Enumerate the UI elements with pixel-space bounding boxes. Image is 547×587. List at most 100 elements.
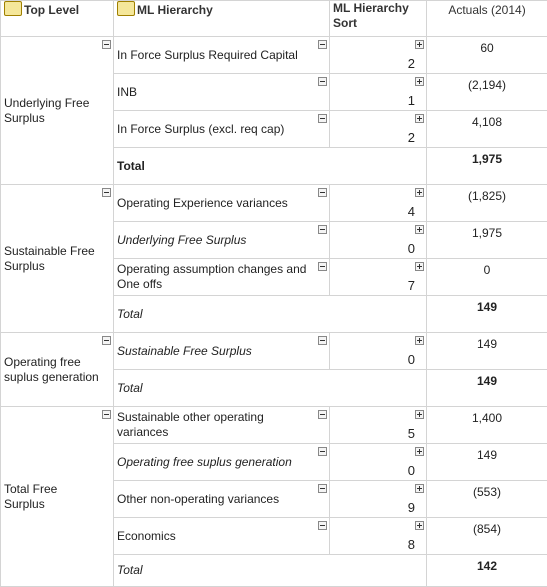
page: Top Level ML Hierarchy ML Hierarchy Sort… xyxy=(0,0,547,524)
header-row: Top Level ML Hierarchy ML Hierarchy Sort… xyxy=(1,1,547,37)
group-cell: Sustainable Free Surplus xyxy=(1,185,114,333)
field-icon[interactable] xyxy=(4,1,22,16)
collapse-button[interactable] xyxy=(102,188,111,197)
cell-text: Other non-operating variances xyxy=(117,492,279,506)
group-cell: Underlying Free Surplus xyxy=(1,37,114,185)
expand-button[interactable] xyxy=(415,410,424,419)
collapse-button[interactable] xyxy=(318,410,327,419)
value-cell: (553) xyxy=(427,481,547,518)
cell-text: 5 xyxy=(408,426,415,441)
total-label: Total xyxy=(114,555,427,587)
cell-text: Operating Experience variances xyxy=(117,196,288,210)
value-cell: 4,108 xyxy=(427,111,547,148)
expand-button[interactable] xyxy=(415,336,424,345)
total-value: 142 xyxy=(427,555,547,587)
collapse-button[interactable] xyxy=(102,336,111,345)
expand-button[interactable] xyxy=(415,77,424,86)
cell-text: 0 xyxy=(408,241,415,256)
group-cell: Total Free Surplus xyxy=(1,407,114,587)
header-text: Top Level xyxy=(24,3,79,17)
group-cell: Operating free suplus generation xyxy=(1,333,114,407)
cell-text: 8 xyxy=(408,537,415,552)
name-cell: Sustainable other operating variances xyxy=(114,407,330,444)
total-label: Total xyxy=(114,370,427,407)
header-cell[interactable]: ML Hierarchy Sort xyxy=(330,1,427,37)
cell-text: In Force Surplus Required Capital xyxy=(117,48,298,62)
header-text: Actuals (2014) xyxy=(448,3,525,17)
collapse-button[interactable] xyxy=(318,447,327,456)
collapse-button[interactable] xyxy=(318,336,327,345)
sort-cell: 8 xyxy=(330,518,427,555)
cell-text: 2 xyxy=(408,56,415,71)
total-value: 1,975 xyxy=(427,148,547,185)
cell-text: Sustainable Free Surplus xyxy=(117,344,252,358)
collapse-button[interactable] xyxy=(318,521,327,530)
collapse-button[interactable] xyxy=(318,188,327,197)
collapse-button[interactable] xyxy=(318,114,327,123)
header-cell[interactable]: Top Level xyxy=(1,1,114,37)
expand-button[interactable] xyxy=(415,521,424,530)
name-cell: Operating Experience variances xyxy=(114,185,330,222)
expand-button[interactable] xyxy=(415,447,424,456)
collapse-button[interactable] xyxy=(102,40,111,49)
cell-text: 1 xyxy=(408,93,415,108)
name-cell: Underlying Free Surplus xyxy=(114,222,330,259)
expand-button[interactable] xyxy=(415,262,424,271)
collapse-button[interactable] xyxy=(318,77,327,86)
expand-button[interactable] xyxy=(415,225,424,234)
cell-text: Economics xyxy=(117,529,176,543)
cell-text: 149 xyxy=(477,337,497,351)
sort-cell: 2 xyxy=(330,37,427,74)
sort-cell: 1 xyxy=(330,74,427,111)
cell-text: 9 xyxy=(408,500,415,515)
collapse-button[interactable] xyxy=(318,40,327,49)
collapse-button[interactable] xyxy=(318,225,327,234)
cell-text: (854) xyxy=(473,522,501,536)
cell-text: 0 xyxy=(408,352,415,367)
name-cell: In Force Surplus Required Capital xyxy=(114,37,330,74)
cell-text: 1,975 xyxy=(472,152,502,166)
expand-button[interactable] xyxy=(415,40,424,49)
cell-text: (2,194) xyxy=(468,78,506,92)
collapse-button[interactable] xyxy=(318,262,327,271)
cell-text: (1,825) xyxy=(468,189,506,203)
cell-text: 142 xyxy=(477,559,497,573)
cell-text: 149 xyxy=(477,448,497,462)
name-cell: Operating free suplus generation xyxy=(114,444,330,481)
cell-text: 149 xyxy=(477,300,497,314)
cell-text: 1,400 xyxy=(472,411,502,425)
cell-text: Operating free suplus generation xyxy=(4,355,99,384)
collapse-button[interactable] xyxy=(102,410,111,419)
cell-text: Underlying Free Surplus xyxy=(4,96,89,125)
name-cell: INB xyxy=(114,74,330,111)
collapse-button[interactable] xyxy=(318,484,327,493)
cell-text: 4 xyxy=(408,204,415,219)
cell-text: 4,108 xyxy=(472,115,502,129)
total-label: Total xyxy=(114,148,427,185)
value-cell: 149 xyxy=(427,333,547,370)
header-cell[interactable]: Actuals (2014) xyxy=(427,1,547,37)
total-label: Total xyxy=(114,296,427,333)
expand-button[interactable] xyxy=(415,188,424,197)
cell-text: 2 xyxy=(408,130,415,145)
name-cell: In Force Surplus (excl. req cap) xyxy=(114,111,330,148)
cell-text: 7 xyxy=(408,278,415,293)
expand-button[interactable] xyxy=(415,484,424,493)
value-cell: 60 xyxy=(427,37,547,74)
sort-cell: 7 xyxy=(330,259,427,296)
field-icon[interactable] xyxy=(117,1,135,16)
cell-text: Total xyxy=(117,563,143,577)
name-cell: Operating assumption changes and One off… xyxy=(114,259,330,296)
header-text: ML Hierarchy xyxy=(137,3,213,17)
expand-button[interactable] xyxy=(415,114,424,123)
sort-cell: 0 xyxy=(330,222,427,259)
cell-text: 0 xyxy=(408,463,415,478)
cell-text: In Force Surplus (excl. req cap) xyxy=(117,122,284,136)
cell-text: Sustainable other operating variances xyxy=(117,410,264,439)
header-cell[interactable]: ML Hierarchy xyxy=(114,1,330,37)
cell-text: Operating assumption changes and One off… xyxy=(117,262,306,291)
sort-cell: 4 xyxy=(330,185,427,222)
